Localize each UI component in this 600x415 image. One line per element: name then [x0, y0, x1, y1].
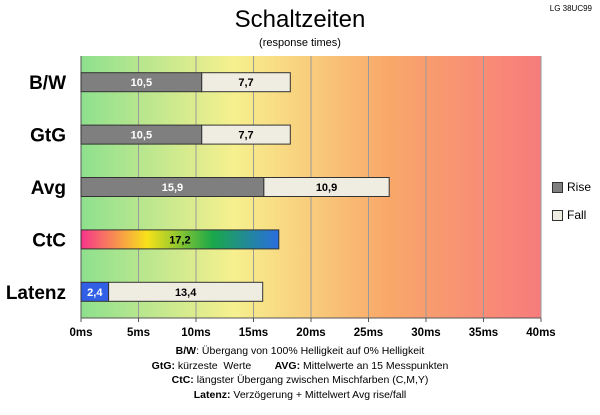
category-label: Avg	[31, 178, 66, 199]
data-label-rise: 15,9	[162, 182, 183, 194]
data-label-rise: 10,5	[131, 130, 152, 142]
note-latenz: Latenz: Verzögerung + Mittelwert Avg ris…	[193, 388, 407, 401]
x-tick-label: 5ms	[127, 327, 150, 339]
chart-subtitle: (response times)	[259, 37, 341, 49]
category-label: GtG	[30, 126, 66, 147]
data-label-fall: 7,7	[238, 130, 253, 142]
x-tick-label: 20ms	[296, 327, 325, 339]
category-label: CtC	[32, 230, 66, 251]
legend: Rise Fall	[552, 178, 591, 234]
legend-item-rise: Rise	[552, 178, 591, 196]
category-label: Latenz	[6, 283, 66, 304]
bar-fall	[108, 281, 264, 302]
note-ctc: CtC: längster Übergang zwischen Mischfar…	[171, 374, 429, 386]
data-label-rise: 10,5	[131, 77, 152, 89]
data-label-fall: 7,7	[238, 77, 253, 89]
x-tick-label: 25ms	[354, 327, 383, 339]
x-tick-label: 10ms	[181, 327, 210, 339]
data-label-rise: 2,4	[87, 287, 103, 299]
x-tick-label: 0ms	[69, 327, 92, 339]
notes: B/W: Übergang von 100% Helligkeit auf 0%…	[0, 344, 600, 402]
legend-swatch-fall	[552, 209, 563, 221]
data-label-fall: 10,9	[316, 182, 337, 194]
note-bw: B/W: Übergang von 100% Helligkeit auf 0%…	[175, 345, 425, 357]
legend-item-fall: Fall	[552, 206, 591, 224]
category-label: B/W	[29, 73, 66, 94]
bar-fall	[263, 177, 390, 197]
note-gtg-avg: GtG: kürzeste Werte AVG: Mittelwerte an …	[151, 359, 449, 372]
bar-fall	[201, 124, 291, 145]
x-tick-label: 15ms	[239, 327, 268, 339]
chart-title: Schaltzeiten	[234, 6, 366, 33]
legend-label-fall: Fall	[567, 208, 587, 222]
data-label-rise: 17,2	[169, 234, 190, 246]
x-tick-label: 30ms	[411, 327, 440, 339]
legend-swatch-rise	[552, 181, 563, 193]
x-tick-label: 40ms	[526, 327, 555, 339]
x-tick-label: 35ms	[469, 327, 498, 339]
data-label-fall: 13,4	[175, 287, 197, 299]
model-label: LG 38UC99	[549, 4, 592, 13]
legend-label-rise: Rise	[567, 180, 592, 194]
bar-rise	[80, 229, 280, 250]
bar-fall	[201, 72, 291, 93]
